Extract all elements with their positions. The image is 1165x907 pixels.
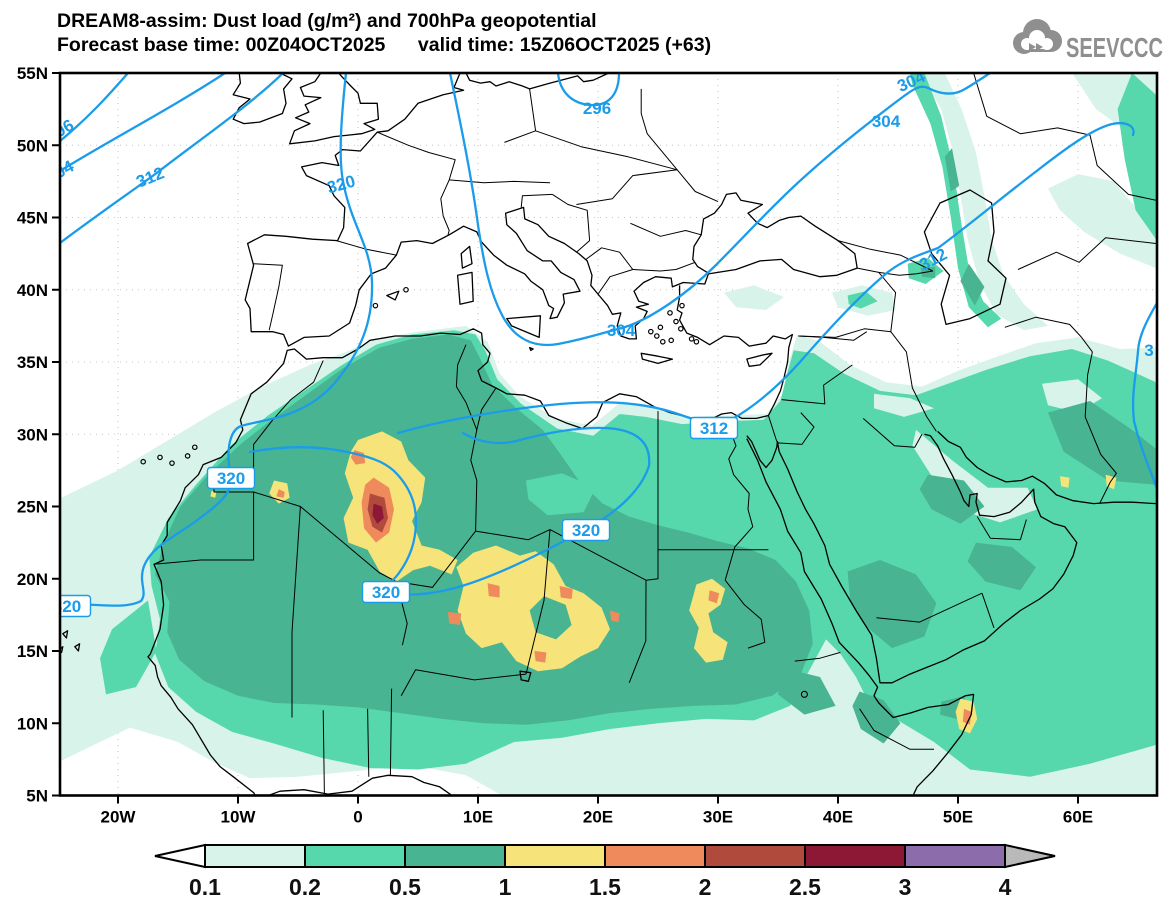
contour-label-text: 320 (217, 469, 245, 488)
colorbar-cell (404, 844, 506, 868)
coastlines (60, 73, 1157, 796)
lat-axis-label: 45N (17, 209, 48, 228)
lon-axis-label: 60E (1063, 808, 1093, 827)
colorbar-tick-label: 4 (999, 874, 1012, 900)
contour-label-text: 320 (572, 521, 600, 540)
contour-label-text: 312 (700, 419, 728, 438)
seevccc-logo: SEEVCCC (1013, 19, 1163, 63)
lon-axis-label: 40E (823, 808, 853, 827)
colorbar-tick-label: 0.2 (289, 874, 321, 900)
page-title: DREAM8-assim: Dust load (g/m²) and 700hP… (57, 10, 597, 32)
contour-label-text: 304 (607, 321, 636, 340)
country-borders (153, 73, 1157, 795)
colorbar-cell (904, 844, 1006, 868)
lat-axis-label: 20N (17, 570, 48, 589)
contour-label-text: 320 (372, 583, 400, 602)
lat-axis-label: 10N (17, 714, 48, 733)
contour-label: 3 (1144, 341, 1153, 360)
contour-label: 312 (689, 416, 739, 440)
contour-label-text: 304 (872, 112, 901, 131)
colorbar-cell (204, 844, 306, 868)
colorbar-tick-label: 1 (499, 874, 512, 900)
forecast-times: Forecast base time: 00Z04OCT2025 valid t… (57, 34, 711, 56)
lat-axis-label: 25N (17, 498, 48, 517)
contour-label: 304 (872, 112, 901, 131)
contour-label: 320 (206, 466, 256, 490)
colorbar-tick-label: 2.5 (789, 874, 821, 900)
lat-axis-label: 35N (17, 353, 48, 372)
lat-axis-label: 15N (17, 642, 48, 661)
colorbar-cell (804, 844, 906, 868)
lon-axis-label: 0 (353, 808, 362, 827)
lon-axis-label: 10E (463, 808, 493, 827)
contour-label-text: 3 (1144, 341, 1153, 360)
lat-axis-label: 50N (17, 136, 48, 155)
contour-label: 320 (53, 594, 92, 618)
contour-label-text: 296 (583, 99, 611, 118)
colorbar-over-arrow (1004, 843, 1056, 869)
colorbar-tick-label: 0.1 (189, 874, 221, 900)
contour-label: 304 (607, 321, 636, 340)
contour-label: 320 (561, 518, 611, 542)
contour-label-text: 320 (53, 597, 81, 616)
lat-axis-label: 55N (17, 64, 48, 83)
lon-axis-label: 30E (703, 808, 733, 827)
lon-axis-label: 20W (101, 808, 137, 827)
lat-axis-label: 30N (17, 425, 48, 444)
cloud-icon (1013, 19, 1062, 54)
axes: 55N 50N 45N 40N 35N 30N 25N 20N 15N 10N 5N 20W 10W 0 1… (17, 64, 1093, 827)
colorbar-cell (604, 844, 706, 868)
colorbar-cell (704, 844, 806, 868)
colorbar-cell (504, 844, 606, 868)
colorbar-legend: 0.1 0.2 0.5 1 1.5 2 2.5 3 4 (154, 843, 1056, 900)
contour-label: 320 (361, 580, 411, 604)
colorbar-tick-label: 0.5 (389, 874, 421, 900)
colorbar-tick-label: 2 (699, 874, 712, 900)
lat-axis-label: 40N (17, 281, 48, 300)
colorbar-tick-label: 3 (899, 874, 912, 900)
lon-axis-label: 50E (943, 808, 973, 827)
colorbar-tick-label: 1.5 (589, 874, 621, 900)
lon-axis-label: 20E (583, 808, 613, 827)
logo-text: SEEVCCC (1066, 32, 1163, 63)
colorbar-cell (304, 844, 406, 868)
lat-axis-label: 5N (26, 787, 48, 806)
geopotential-contour-lines (60, 73, 1157, 608)
contour-label: 296 (583, 99, 611, 118)
lon-axis-label: 10W (221, 808, 257, 827)
